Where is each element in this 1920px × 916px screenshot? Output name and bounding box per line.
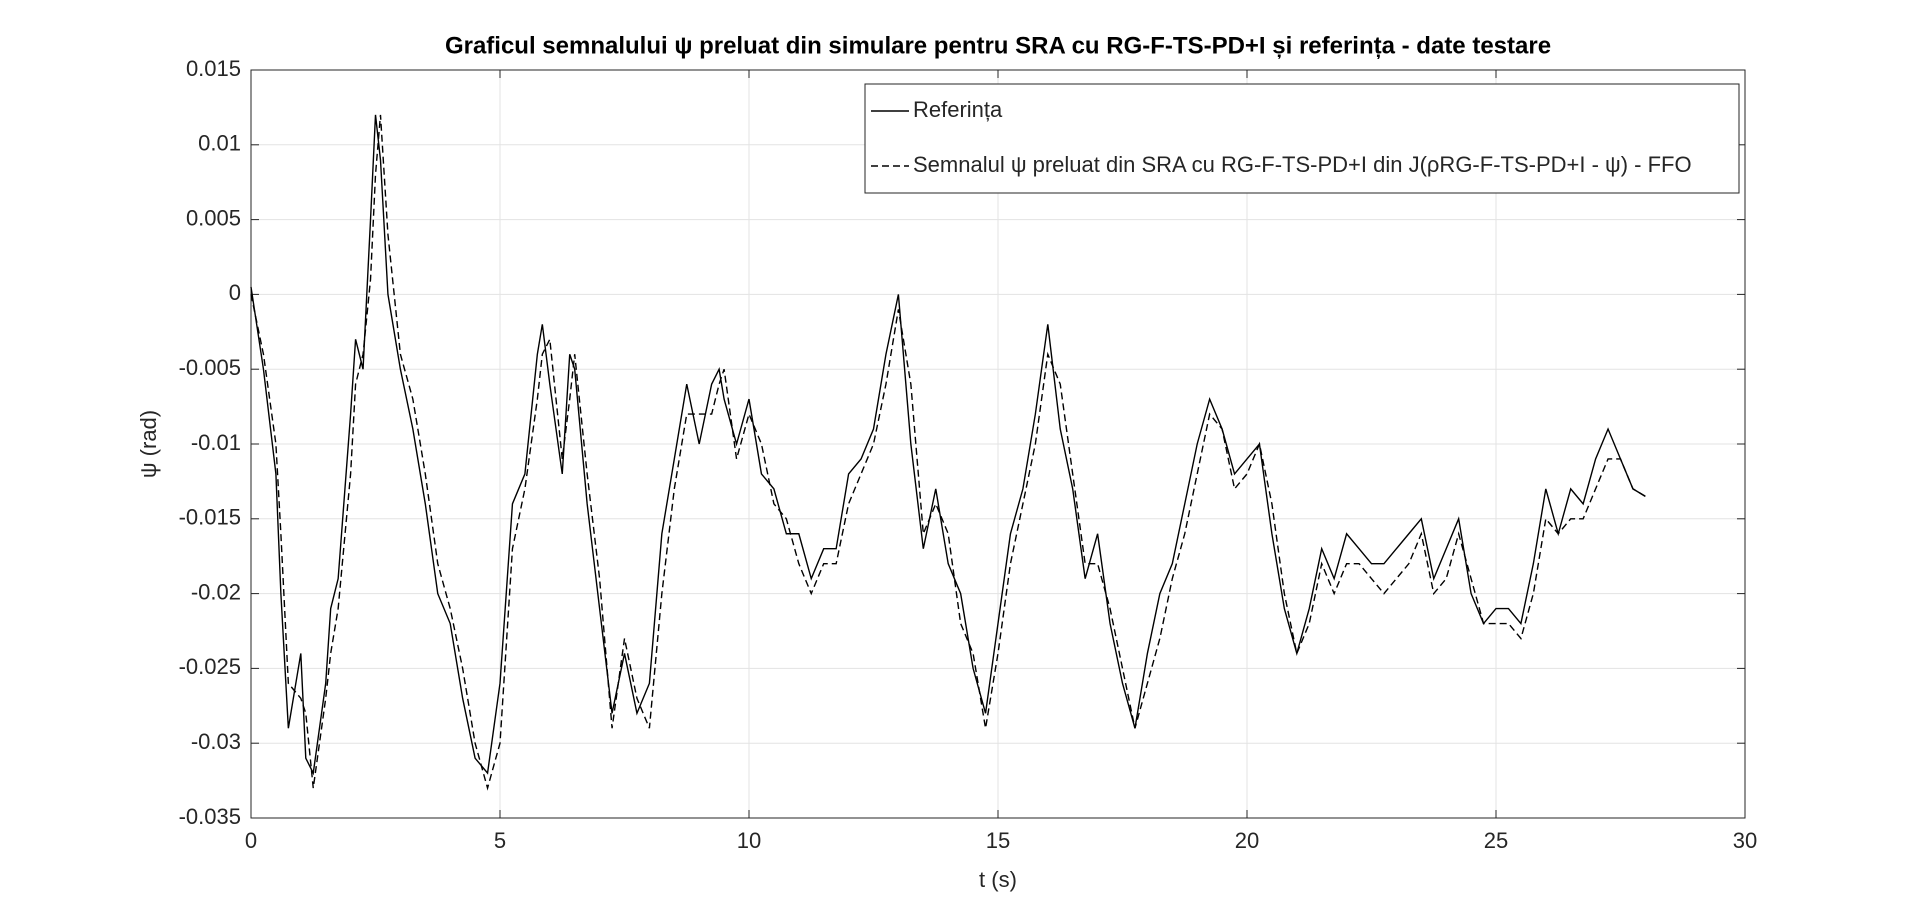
chart-title: Graficul semnalului ψ preluat din simula… bbox=[445, 32, 1551, 59]
x-tick-label: 25 bbox=[1484, 828, 1508, 853]
x-tick-label: 10 bbox=[737, 828, 761, 853]
x-tick-label: 30 bbox=[1733, 828, 1757, 853]
y-tick-label: -0.035 bbox=[179, 804, 241, 829]
legend-label: Referința bbox=[913, 97, 1003, 122]
y-tick-label: -0.03 bbox=[191, 729, 241, 754]
y-axis-label: ψ (rad) bbox=[136, 410, 161, 478]
y-tick-label: -0.025 bbox=[179, 654, 241, 679]
x-tick-label: 20 bbox=[1235, 828, 1259, 853]
x-tick-label: 5 bbox=[494, 828, 506, 853]
y-tick-label: -0.015 bbox=[179, 505, 241, 530]
y-tick-label: 0.015 bbox=[186, 56, 241, 81]
x-axis-label: t (s) bbox=[979, 867, 1017, 892]
legend-label: Semnalul ψ preluat din SRA cu RG-F-TS-PD… bbox=[913, 152, 1692, 177]
y-tick-label: -0.01 bbox=[191, 430, 241, 455]
y-tick-label: -0.005 bbox=[179, 355, 241, 380]
legend-box bbox=[864, 83, 1740, 194]
y-tick-label: -0.02 bbox=[191, 579, 241, 604]
x-tick-label: 15 bbox=[986, 828, 1010, 853]
x-tick-label: 0 bbox=[245, 828, 257, 853]
y-tick-label: 0 bbox=[229, 280, 241, 305]
plot-frame bbox=[250, 69, 1746, 819]
y-tick-label: 0.01 bbox=[198, 131, 241, 156]
series-line bbox=[250, 114, 1646, 791]
y-tick-label: 0.005 bbox=[186, 205, 241, 230]
series-line bbox=[250, 114, 1646, 776]
